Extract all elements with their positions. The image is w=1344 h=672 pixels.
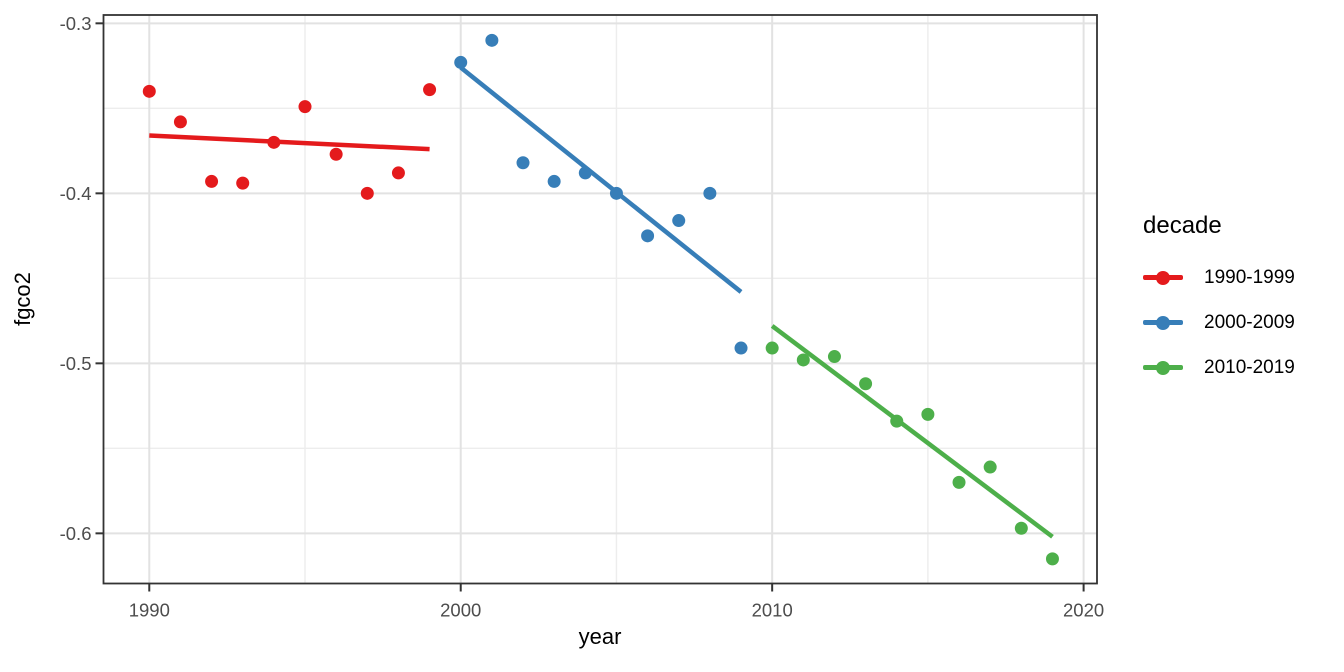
data-point	[578, 166, 592, 180]
data-point	[859, 377, 873, 391]
y-tick-label: -0.3	[60, 13, 92, 34]
data-point	[765, 341, 779, 355]
data-point	[1014, 521, 1028, 535]
legend-entry-label: 1990-1999	[1204, 266, 1295, 288]
legend-key-dot	[1156, 315, 1170, 330]
data-point	[173, 115, 187, 129]
trend-line	[459, 65, 743, 294]
data-point	[142, 84, 156, 98]
legend-entry: 1990-1999	[1143, 255, 1295, 300]
data-point	[1045, 552, 1059, 566]
data-point	[205, 174, 219, 188]
legend-key-dot	[1156, 360, 1170, 375]
legend-entry: 2000-2009	[1143, 300, 1295, 345]
data-point	[360, 186, 374, 200]
trend-line	[770, 324, 1054, 539]
data-point	[485, 33, 499, 47]
legend-entry-label: 2000-2009	[1204, 311, 1295, 333]
data-point	[547, 174, 561, 188]
y-tick-label: -0.5	[60, 353, 92, 374]
data-point	[890, 414, 904, 428]
panel-background	[103, 15, 1097, 584]
x-tick-label: 2000	[440, 600, 481, 621]
data-point	[703, 186, 717, 200]
data-point	[391, 166, 405, 180]
data-point	[298, 100, 312, 114]
data-point	[641, 229, 655, 243]
x-tick-label: 2020	[1063, 600, 1104, 621]
data-point	[827, 350, 841, 364]
data-point	[952, 475, 966, 489]
data-point	[609, 186, 623, 200]
y-tick-label: -0.4	[60, 183, 92, 204]
legend-title: decade	[1143, 212, 1222, 239]
y-tick-label: -0.6	[60, 523, 92, 544]
legend-entry-label: 2010-2019	[1204, 356, 1295, 378]
data-point	[454, 55, 468, 69]
data-point	[423, 83, 437, 97]
data-point	[796, 353, 810, 367]
legend-key-dot	[1156, 270, 1170, 285]
x-tick-label: 1990	[129, 600, 170, 621]
data-point	[921, 407, 935, 421]
data-point	[329, 147, 343, 161]
y-axis-title: fgco2	[10, 272, 35, 326]
data-point	[983, 460, 997, 474]
x-axis-title: year	[578, 624, 622, 649]
legend-key-icon	[1143, 360, 1183, 376]
legend-entries: 1990-1999 2000-2009 2010-2019	[1143, 255, 1295, 390]
x-tick-label: 2010	[752, 600, 793, 621]
data-point	[516, 156, 530, 170]
legend-key-icon	[1143, 270, 1183, 286]
legend-entry: 2010-2019	[1143, 345, 1295, 390]
data-point	[672, 214, 686, 228]
legend: decade 1990-1999 2000-2009 2010-2019	[1143, 211, 1295, 390]
data-point	[236, 176, 250, 190]
data-point	[734, 341, 748, 355]
trend-line	[149, 133, 430, 152]
panel-border	[102, 14, 1098, 585]
legend-key-icon	[1143, 315, 1183, 331]
data-point	[267, 135, 281, 149]
